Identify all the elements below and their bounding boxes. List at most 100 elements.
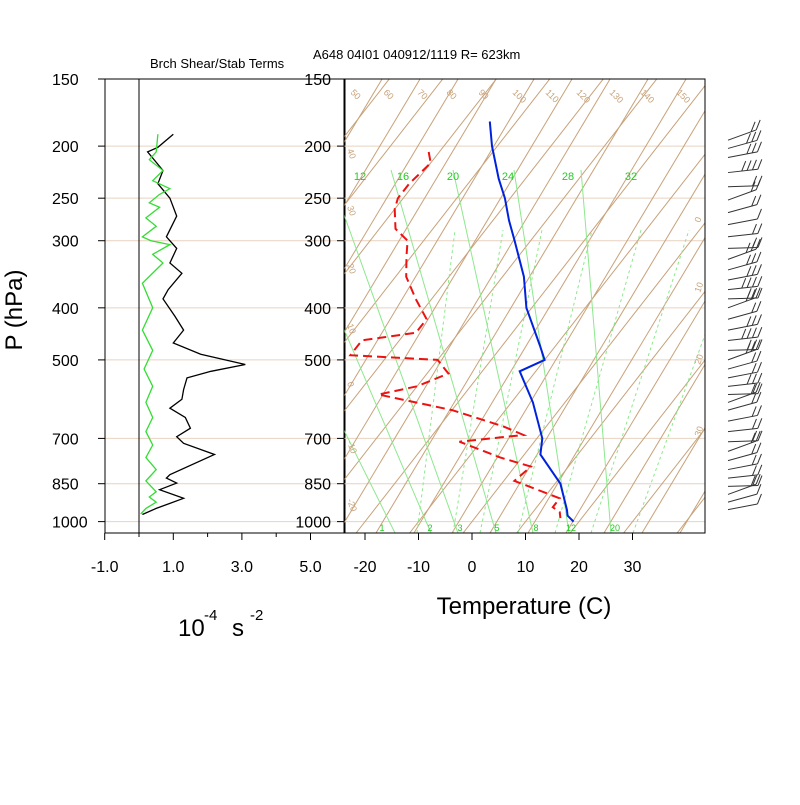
- skewt-dry-adiabat: [344, 79, 611, 524]
- wind-barb-staff: [727, 401, 758, 411]
- mixing-ratio-label-top: 24: [502, 171, 514, 183]
- wind-barb: [727, 350, 762, 370]
- right-xtick-label-20: 20: [570, 559, 588, 576]
- left-series-shear-line: [142, 133, 246, 516]
- wind-barb-feather: [746, 374, 752, 385]
- mixing-ratio-label-top: 16: [397, 171, 409, 183]
- wind-barb-feather: [752, 339, 758, 350]
- skewt-dry-adiabat: [718, 0, 800, 533]
- wind-barb-staff: [727, 414, 758, 422]
- wind-barb-feather: [751, 159, 757, 171]
- wind-barb-feather: [755, 287, 761, 298]
- wind-barb: [727, 159, 763, 174]
- wind-barb: [727, 251, 762, 271]
- wind-barb-feather: [751, 265, 757, 276]
- skewt-background-grid: [0, 0, 800, 533]
- wind-barb-feather: [751, 142, 757, 154]
- left-plot-frame: [104, 78, 346, 534]
- theta-label-top: 150: [675, 87, 693, 105]
- right-ytick-label-400: 400: [304, 301, 331, 318]
- skewt-plot-frame: [343, 78, 706, 534]
- wind-barb: [727, 493, 762, 511]
- wind-barb-feather: [751, 276, 757, 288]
- skewt-dry-adiabat: [489, 173, 705, 533]
- wind-barb-feather: [746, 316, 752, 327]
- right-chart-title: A648 04I01 040912/1119 R= 623km: [313, 47, 520, 62]
- wind-barb-staff: [727, 285, 758, 291]
- left-units-label: 10 -4 s -2: [178, 607, 263, 642]
- skewt-isotherm: [344, 79, 604, 413]
- skewt-mixing-ratio-line: [344, 327, 432, 533]
- left-series-group: [140, 133, 246, 516]
- wind-barb-feather: [756, 264, 762, 275]
- wind-barb: [727, 453, 762, 471]
- wind-barb-staff: [727, 323, 758, 331]
- skewt-isotherm: [516, 290, 705, 533]
- wind-barb-column: [727, 119, 763, 511]
- skewt-dry-adiabat: [0, 0, 240, 533]
- wind-barb-staff: [727, 336, 758, 341]
- wind-barb-feather: [751, 443, 757, 455]
- skewt-isotherm: [344, 79, 551, 344]
- wind-barb-feather: [756, 251, 762, 263]
- right-ytick-label-300: 300: [304, 234, 331, 251]
- wind-barb-staff: [727, 463, 758, 471]
- skewt-mixing-ratio-line: [390, 169, 497, 533]
- wind-barb-feather: [751, 465, 757, 476]
- wind-barb-feather: [757, 159, 763, 170]
- wind-barb-feather: [751, 315, 757, 326]
- wind-barb-staff: [727, 371, 758, 379]
- wind-barb-staff: [727, 310, 758, 320]
- wind-barb-feather: [746, 328, 752, 339]
- wind-barb-feather: [756, 405, 762, 416]
- wind-barb-feather: [756, 208, 762, 220]
- wind-barb-feather: [756, 350, 762, 362]
- skewt-isotherm: [569, 359, 705, 533]
- mixing-ratio-label-top: 32: [625, 171, 637, 183]
- skewt-dry-adiabat: [0, 0, 316, 533]
- wind-barb-feather: [756, 493, 762, 505]
- wind-barb-feather: [757, 276, 763, 287]
- mixing-ratio-label-bottom: 5: [494, 523, 499, 533]
- skewt-isotherm: [0, 63, 348, 533]
- left-series-stability-line: [140, 134, 172, 515]
- right-xtick-label--20: -20: [353, 559, 376, 576]
- wind-barb-feather: [752, 287, 758, 299]
- wind-barb-feather: [756, 391, 762, 403]
- wind-barb: [727, 430, 763, 443]
- theta-label-top: 60: [382, 87, 396, 101]
- wind-barb-staff: [727, 440, 757, 452]
- wind-barb: [727, 287, 763, 300]
- left-ytick-label-150: 150: [52, 72, 79, 89]
- wind-barb-staff: [727, 189, 757, 201]
- mixing-ratio-label-top: 12: [354, 171, 366, 183]
- wind-barb: [727, 141, 762, 158]
- theta-label-top: 80: [445, 87, 459, 101]
- mixing-ratio-label-bottom: 3: [457, 523, 462, 533]
- mixing-ratio-label-top: 28: [562, 171, 574, 183]
- wind-barb: [727, 339, 761, 361]
- skewt-dry-adiabat: [527, 236, 705, 533]
- theta-label-right: 0: [692, 216, 703, 224]
- wind-barb-staff: [727, 218, 758, 226]
- skewt-dry-adiabat: [756, 0, 800, 533]
- wind-barb-staff: [727, 382, 758, 387]
- mixing-ratio-label-top: 20: [447, 171, 459, 183]
- wind-barb: [727, 223, 763, 238]
- wind-barb: [727, 276, 763, 291]
- wind-barb-feather: [757, 287, 763, 299]
- wind-barb-staff: [727, 503, 758, 511]
- mixing-ratio-label-bottom: 20: [610, 523, 620, 533]
- wind-barb-feather: [751, 195, 757, 207]
- wind-barb-feather: [751, 131, 757, 143]
- wind-barb: [727, 238, 761, 260]
- wind-barb-feather: [752, 475, 758, 486]
- wind-barb-feather: [750, 121, 756, 132]
- wind-barb-feather: [757, 383, 763, 394]
- left-ytick-label-1000: 1000: [52, 515, 88, 532]
- wind-barb: [727, 442, 762, 462]
- left-xtick-label-0: -1.0: [91, 559, 119, 576]
- wind-barb: [727, 179, 761, 201]
- wind-barb-feather: [746, 254, 751, 265]
- wind-barb-feather: [750, 181, 756, 192]
